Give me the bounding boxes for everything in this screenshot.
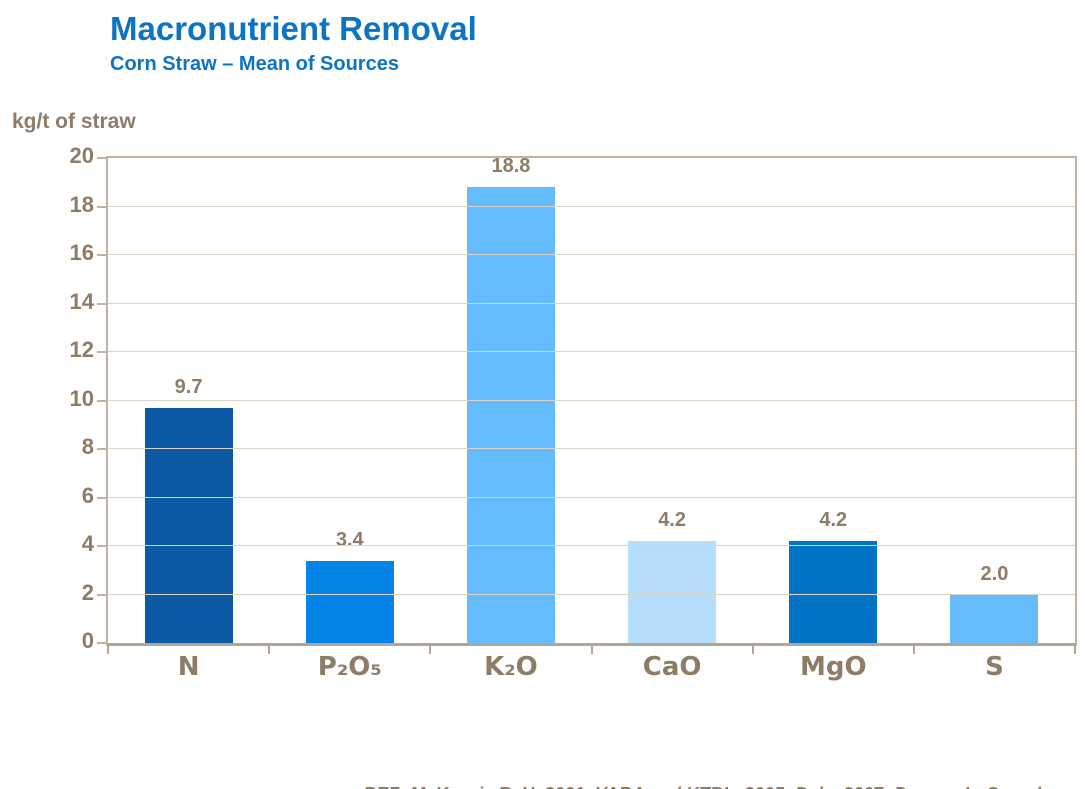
x-tick-label: S <box>985 652 1004 682</box>
x-tick-mark <box>751 646 754 654</box>
y-tick-mark <box>97 302 107 305</box>
y-tick-mark <box>97 399 107 402</box>
bar-cell: 3.4 <box>269 158 430 643</box>
y-tick-mark <box>97 205 107 208</box>
x-tick-mark <box>912 646 915 654</box>
reference-line-1: REF: McKenzie R. H. 2001; YARA and KTBL.… <box>363 780 1041 789</box>
y-tick-label: 12 <box>69 337 94 362</box>
bar-value-label: 4.2 <box>658 509 686 532</box>
y-tick-mark <box>97 448 107 450</box>
y-tick-mark <box>97 351 107 353</box>
x-tick-label: P₂O₅ <box>317 652 382 682</box>
bar-value-label: 9.7 <box>174 375 203 398</box>
x-tick-mark <box>107 646 109 654</box>
y-tick-mark <box>97 157 107 159</box>
y-tick-label: 18 <box>69 191 94 217</box>
y-tick-label: 4 <box>81 531 94 556</box>
gridline <box>108 496 1075 498</box>
x-tick-label: CaO <box>642 652 702 682</box>
y-tick-mark <box>97 642 107 644</box>
bar <box>305 560 394 643</box>
gridline <box>108 593 1075 595</box>
y-tick-label: 14 <box>69 288 94 314</box>
x-tick-mark <box>429 646 432 654</box>
x-tick-mark <box>268 646 271 654</box>
y-tick-mark <box>97 254 107 256</box>
bar-value-label: 4.2 <box>819 509 848 532</box>
gridline <box>108 448 1075 449</box>
bar-cell: 4.2 <box>592 158 753 643</box>
bar <box>789 541 878 643</box>
x-tick-mark <box>590 646 593 654</box>
bar-value-label: 2.0 <box>980 562 1009 585</box>
gridline <box>108 254 1075 255</box>
x-tick-mark <box>1074 646 1076 654</box>
bar-cell: 9.7 <box>108 158 269 643</box>
y-tick-label: 16 <box>69 240 94 265</box>
page-subtitle: Corn Straw – Mean of Sources <box>110 53 399 75</box>
bar-series: 9.7 3.4 18.8 4.2 4.2 2.0 <box>108 155 1075 643</box>
bar-cell: 4.2 <box>753 158 914 643</box>
bar <box>144 407 233 643</box>
bar-cell: 18.8 <box>430 155 591 643</box>
y-tick-mark <box>97 496 107 499</box>
y-tick-label: 10 <box>69 385 94 411</box>
reference-text: REF: McKenzie R. H. 2001; YARA and KTBL.… <box>363 724 1041 789</box>
gridline <box>108 205 1075 207</box>
y-axis-title: kg/t of straw <box>12 110 136 133</box>
y-tick-label: 2 <box>81 579 94 605</box>
bar <box>628 541 717 643</box>
x-tick-label: N <box>177 652 200 682</box>
y-tick-label: 8 <box>81 434 94 459</box>
gridline <box>108 302 1075 304</box>
bar <box>466 187 555 643</box>
y-tick-mark <box>97 593 107 596</box>
bar-value-label: 18.8 <box>491 155 531 178</box>
gridline <box>108 545 1075 546</box>
bar-value-label: 3.4 <box>335 528 364 551</box>
y-tick-label: 0 <box>81 628 94 653</box>
y-tick-label: 20 <box>69 143 94 168</box>
bar <box>950 594 1039 643</box>
x-axis-labels: N P₂O₅ K₂O CaO MgO S <box>108 652 1075 682</box>
gridline <box>108 399 1075 401</box>
x-tick-label: MgO <box>799 652 867 682</box>
page-title: Macronutrient Removal <box>110 10 477 47</box>
y-tick-label: 6 <box>81 482 94 508</box>
y-tick-mark <box>97 545 107 547</box>
bar-cell: 2.0 <box>914 158 1075 643</box>
gridline <box>108 351 1075 352</box>
x-tick-label: K₂O <box>484 652 538 682</box>
plot-area: 9.7 3.4 18.8 4.2 4.2 2.0 <box>106 155 1077 646</box>
